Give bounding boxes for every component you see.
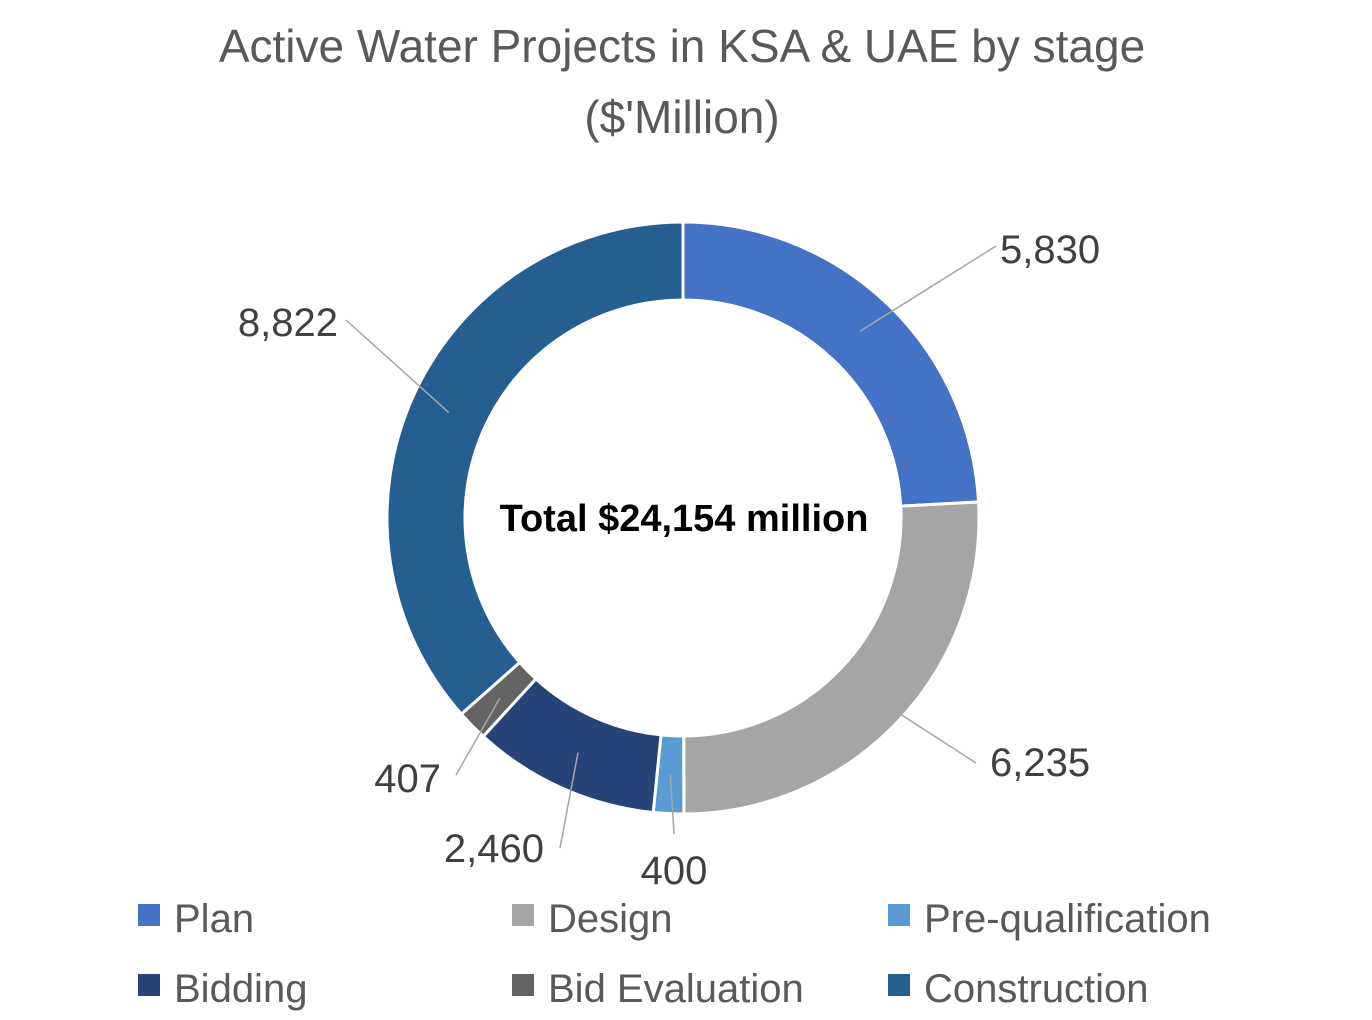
leader-line-pre-qualification: [669, 774, 675, 835]
legend-swatch-construction: [888, 974, 910, 996]
data-label-pre-qualification: 400: [641, 849, 708, 893]
slice-plan: [681, 220, 981, 508]
center-total-label: Total $24,154 million: [500, 498, 869, 540]
legend-item-design: Design: [512, 897, 673, 941]
leader-line-bid-evaluation: [455, 697, 501, 776]
leader-line-design: [869, 693, 977, 764]
legend-label-pre-qualification: Pre-qualification: [924, 897, 1211, 941]
legend-item-bid-evaluation: Bid Evaluation: [512, 967, 804, 1011]
legend-label-bidding: Bidding: [174, 967, 307, 1011]
legend-label-construction: Construction: [924, 967, 1149, 1011]
data-label-bidding: 2,460: [444, 827, 544, 871]
legend-item-bidding: Bidding: [138, 967, 307, 1011]
leader-line-bidding: [559, 752, 579, 849]
legend-item-pre-qualification: Pre-qualification: [888, 897, 1211, 941]
leader-lines: [345, 245, 997, 849]
legend-swatch-bidding: [138, 974, 160, 996]
legend-label-plan: Plan: [174, 897, 254, 941]
data-label-design: 6,235: [990, 741, 1090, 785]
slice-design: [682, 500, 981, 816]
legend-swatch-pre-qualification: [888, 904, 910, 926]
leader-line-plan: [859, 245, 997, 333]
legend-label-design: Design: [548, 897, 673, 941]
chart-title: Active Water Projects in KSA & UAE by st…: [219, 20, 1145, 72]
slice-construction: [385, 220, 685, 717]
legend-label-bid-evaluation: Bid Evaluation: [548, 967, 804, 1011]
data-label-construction: 8,822: [238, 301, 338, 345]
chart-subtitle: ($'Million): [584, 91, 779, 143]
data-label-bid-evaluation: 407: [374, 757, 441, 801]
donut-slices: [385, 220, 981, 816]
legend-item-construction: Construction: [888, 967, 1149, 1011]
legend-swatch-plan: [138, 904, 160, 926]
legend-swatch-design: [512, 904, 534, 926]
leader-line-construction: [345, 319, 450, 413]
legend-swatch-bid-evaluation: [512, 974, 534, 996]
legend: Plan Design Pre-qualification Bidding Bid Ev…: [138, 897, 1211, 1011]
data-label-plan: 5,830: [1000, 228, 1100, 272]
legend-item-plan: Plan: [138, 897, 254, 941]
